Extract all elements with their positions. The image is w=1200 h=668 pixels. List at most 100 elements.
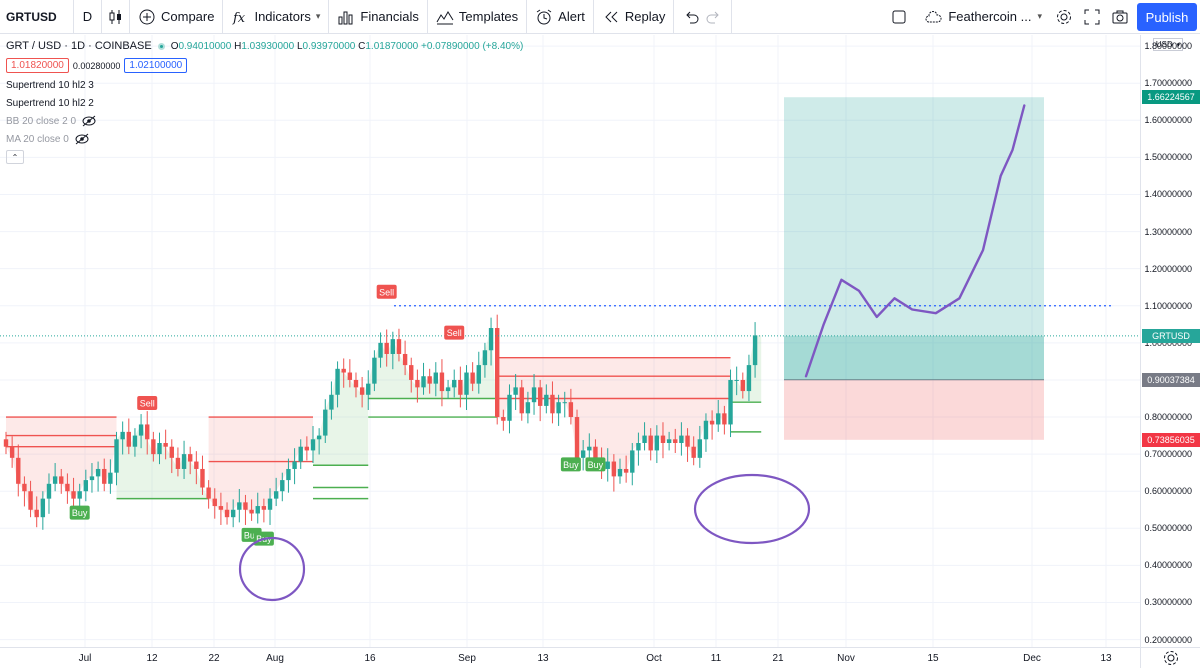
candle-body (298, 446, 303, 462)
candle-body (568, 402, 574, 418)
snapshot-button[interactable] (1106, 0, 1134, 34)
candle-body (3, 439, 9, 447)
candle-body (304, 446, 310, 451)
fullscreen-button[interactable] (1078, 0, 1106, 34)
candle-body (703, 420, 709, 440)
candle-body (169, 446, 174, 458)
time-axis[interactable]: Jul 12 22 Aug 16 Sep 13 Oct 11 21 Nov 15 Dec 13 (0, 647, 1140, 668)
chart-settings-corner[interactable] (1140, 647, 1200, 668)
undo-redo-group (674, 0, 733, 34)
time-tick-label: Jul (78, 653, 92, 664)
templates-button[interactable]: Templates (428, 0, 528, 34)
candle-body (740, 379, 745, 392)
settings-button[interactable] (1050, 0, 1078, 34)
eye-off-icon[interactable] (82, 115, 96, 127)
price-tag[interactable]: 0.90037384 (1142, 372, 1200, 387)
square-icon (890, 8, 908, 26)
symbol-label: GRTUSD (6, 9, 57, 24)
fullscreen-toggle[interactable] (882, 0, 916, 34)
buy-price-button[interactable]: 1.02100000 (124, 58, 188, 73)
redo-icon[interactable] (705, 8, 723, 26)
signal-label: Sell (447, 328, 462, 338)
time-tick-label: 22 (208, 653, 220, 664)
legend-title[interactable]: GRT / USD · 1D · COINBASE (6, 40, 152, 52)
price-axis[interactable]: USD ▾ 1.80000000 1.70000000 1.60000000 1.50… (1140, 35, 1200, 647)
interval-button[interactable]: D (74, 0, 102, 34)
open-profit-zone (784, 335, 1044, 380)
candle-body (243, 502, 248, 510)
financials-button[interactable]: Financials (329, 0, 428, 34)
price-tick-label: 0.50000000 (1144, 523, 1192, 534)
stop-zone (784, 379, 1044, 440)
price-tag[interactable]: GRTUSD (1142, 328, 1200, 343)
indicator-legend-item[interactable]: MA 20 close 0 (6, 130, 523, 148)
undo-icon[interactable] (682, 8, 700, 26)
candle-body (95, 468, 101, 477)
indicators-button[interactable]: fx Indicators ▾ (223, 0, 330, 34)
candle-body (77, 491, 82, 499)
indicator-legend-item[interactable]: Supertrend 10 hl2 3 (6, 76, 523, 94)
sell-price-button[interactable]: 1.01820000 (6, 58, 69, 73)
candle-body (752, 335, 758, 366)
candle-body (722, 413, 727, 425)
indicator-legend-item[interactable]: BB 20 close 2 0 (6, 112, 523, 130)
price-tick-label: 0.30000000 (1144, 597, 1192, 608)
price-tag[interactable]: 1.66224567 (1142, 90, 1200, 105)
price-tick-label: 1.80000000 (1144, 41, 1192, 52)
price-tick-label: 1.70000000 (1144, 78, 1192, 89)
candle-body (22, 483, 27, 492)
currency-select[interactable]: USD ▾ (1153, 38, 1183, 51)
alert-button[interactable]: Alert (527, 0, 594, 34)
candle-body (519, 387, 524, 414)
chevron-up-icon: ⌃ (11, 152, 19, 162)
sell-signal: Sell (137, 396, 158, 411)
candle-body (181, 454, 187, 469)
eye-off-icon[interactable] (75, 133, 89, 145)
candle-body (212, 498, 217, 507)
candle-body (415, 379, 420, 388)
chart-style-button[interactable] (102, 0, 130, 34)
candle-body (175, 457, 181, 469)
compare-button[interactable]: Compare (130, 0, 224, 34)
compare-label: Compare (161, 9, 215, 24)
candle-body (126, 431, 131, 447)
price-tick-label: 0.20000000 (1144, 634, 1192, 645)
candle-body (249, 509, 254, 514)
publish-button[interactable]: Publish (1137, 3, 1197, 31)
candle-body (83, 480, 89, 492)
indicator-label: Supertrend 10 hl2 2 (6, 97, 94, 109)
time-tick-label: Aug (266, 653, 284, 664)
chevron-down-icon: ▾ (1176, 41, 1181, 49)
candles-icon (107, 8, 125, 26)
candle-body (224, 509, 230, 518)
candle-body (691, 446, 696, 458)
candle-body (654, 435, 660, 451)
layout-select[interactable]: Feathercoin ... ▾ (916, 0, 1050, 34)
replay-button[interactable]: Replay (594, 0, 675, 34)
price-tag[interactable]: 0.73856035 (1142, 432, 1200, 447)
signal-label: Sell (140, 399, 155, 409)
candle-body (353, 379, 359, 388)
chevron-down-icon: ▾ (315, 11, 321, 21)
candle-body (267, 498, 273, 510)
layout-name-label: Feathercoin ... (948, 9, 1032, 24)
supertrend-fill (497, 357, 731, 477)
svg-text:fx: fx (232, 11, 246, 26)
candle-body (433, 372, 438, 384)
symbol-search-button[interactable]: GRTUSD (0, 0, 74, 34)
signal-label: Buy (72, 508, 88, 518)
chart-legend: GRT / USD · 1D · COINBASE O0.94010000 H1… (6, 38, 523, 164)
buy-signal: Buy (585, 457, 606, 472)
price-tick-label: 1.60000000 (1144, 115, 1192, 126)
collapse-legend-button[interactable]: ⌃ (6, 150, 24, 164)
candle-body (329, 394, 334, 410)
chart-pane[interactable]: Buy Sell Buy Buy Sell Sell Buy Buy (0, 35, 1140, 647)
candle-body (605, 461, 610, 469)
market-status-dot (157, 42, 165, 50)
change-value: +0.07890000 (+8.40%) (421, 40, 524, 52)
candle-body (617, 468, 623, 477)
candle-body (746, 365, 752, 392)
time-tick-label: 13 (1100, 653, 1112, 664)
indicator-legend-item[interactable]: Supertrend 10 hl2 2 (6, 94, 523, 112)
